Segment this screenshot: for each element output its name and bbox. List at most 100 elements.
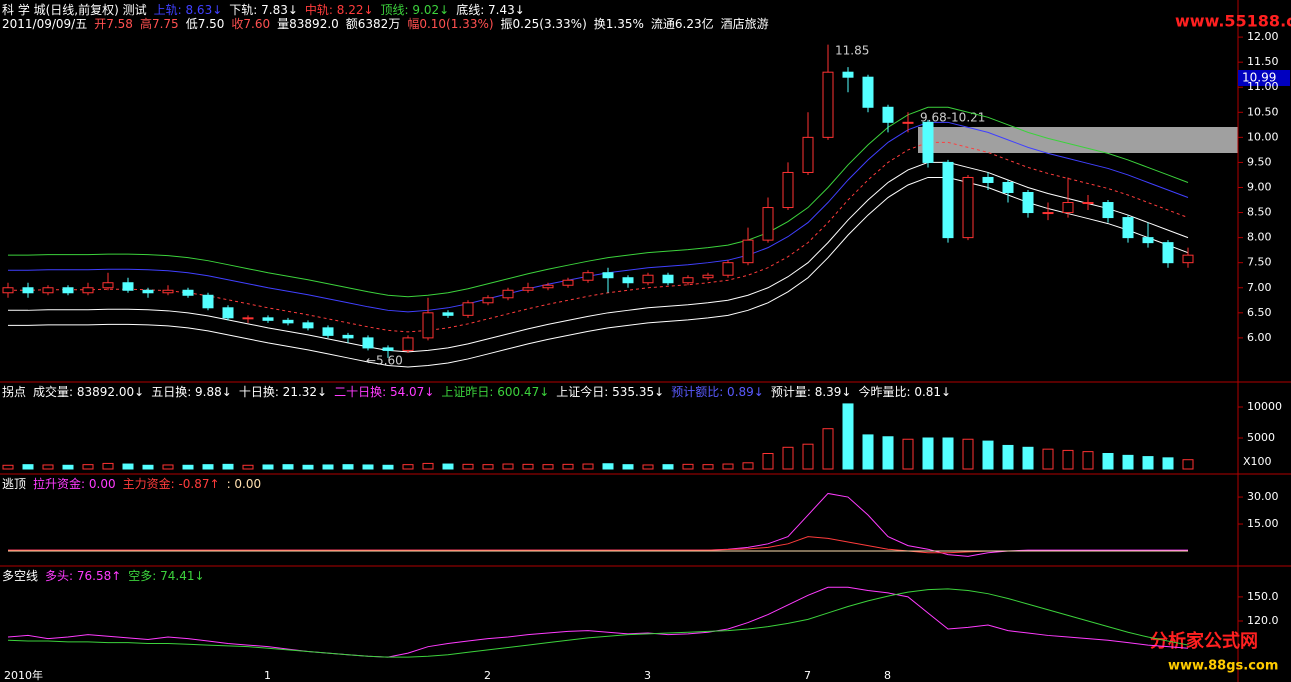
bar: [82, 464, 94, 470]
bar: [202, 464, 214, 470]
candle-body: [1122, 217, 1134, 239]
panel-header: 多空线 多头: 76.58↑ 空多: 74.41↓: [2, 569, 212, 583]
y-tick-label: 15.00: [1247, 517, 1279, 530]
annotation: 11.85: [835, 44, 869, 58]
bar: [482, 464, 494, 470]
title: 科 学 城(日线,前复权) 测试: [2, 3, 147, 17]
candle-body: [662, 274, 674, 284]
candle-body: [702, 274, 714, 279]
price-box: [1238, 70, 1290, 86]
y-tick-label: 9.50: [1247, 155, 1272, 168]
candle-body: [202, 294, 214, 309]
panel-title: 多空线: [2, 569, 39, 583]
candle-body: [882, 106, 894, 123]
bar: [262, 464, 274, 470]
line: [8, 176, 1189, 368]
legend-item: 多头: 76.58↑: [45, 569, 122, 583]
y-tick-label: 6.50: [1247, 306, 1272, 319]
candle-body: [502, 289, 514, 299]
unit-label: X100: [1243, 455, 1272, 468]
y-tick-label: 10.00: [1247, 130, 1279, 143]
header-line: 科 学 城(日线,前复权) 测试 上轨: 8.63↓ 下轨: 7.83↓ 中轨: 8.…: [2, 3, 532, 17]
candle-body: [442, 312, 454, 316]
bar: [242, 464, 254, 470]
bar: [462, 463, 474, 470]
watermark: www.55188.com: [1175, 12, 1291, 31]
legend-item: 今昨量比: 0.81↓: [858, 385, 952, 399]
bar: [1182, 459, 1194, 470]
candle-body: [342, 334, 354, 339]
panel-title: 拐点: [2, 385, 27, 399]
info-item: 高7.75: [139, 17, 179, 31]
bar: [622, 464, 634, 470]
info-item: 额6382万: [345, 17, 401, 31]
line: [8, 161, 1189, 353]
candle-body: [1042, 212, 1054, 215]
candle-body: [1002, 181, 1014, 194]
bar: [662, 464, 674, 470]
candle-body: [762, 207, 774, 241]
panel-header: 逃顶 拉升资金: 0.00 主力资金: -0.87↑: 0.00: [2, 477, 268, 491]
bar: [702, 464, 714, 470]
bar: [1122, 454, 1134, 470]
bar: [682, 463, 694, 470]
y-tick-label: 5000: [1247, 431, 1275, 444]
candle-body: [942, 161, 954, 239]
legend-item: 上证昨日: 600.47↓: [441, 385, 550, 399]
bar: [822, 428, 834, 470]
candle-body: [22, 287, 34, 294]
info-item: 振0.25(3.33%): [500, 17, 587, 31]
legend-item: : 0.00: [226, 477, 262, 491]
bar: [762, 453, 774, 470]
bar: [102, 462, 114, 470]
bar: [902, 438, 914, 470]
y-tick-label: 6.00: [1247, 331, 1272, 344]
candle-body: [1082, 202, 1094, 205]
bar: [222, 463, 234, 470]
legend-item: 预计量: 8.39↓: [770, 385, 852, 399]
bar: [502, 463, 514, 470]
legend-item: 顶线: 9.02↓: [380, 3, 450, 17]
candle-body: [1142, 237, 1154, 244]
candle-body: [922, 121, 934, 163]
candle-body: [322, 327, 334, 336]
bar: [602, 463, 614, 470]
candle-body: [122, 282, 134, 291]
bar: [942, 437, 954, 470]
watermark: www.88gs.com: [1168, 659, 1278, 674]
legend-item: 上轨: 8.63↓: [153, 3, 223, 17]
bar: [1042, 448, 1054, 470]
bar: [1082, 451, 1094, 470]
y-tick-label: 11.50: [1247, 55, 1279, 68]
x-tick-label: 7: [804, 669, 811, 682]
candle-body: [622, 277, 634, 284]
info-item: 2011/09/09/五: [2, 17, 88, 31]
legend-item: 下轨: 7.83↓: [229, 3, 298, 17]
candle-body: [362, 337, 374, 349]
line: [8, 121, 1189, 313]
bar: [342, 464, 354, 470]
bar: [182, 464, 194, 470]
bar: [642, 464, 654, 470]
price-label: 10.99: [1242, 71, 1276, 85]
y-tick-label: 7.50: [1247, 256, 1272, 269]
candle-body: [222, 307, 234, 319]
y-tick-label: 8.00: [1247, 231, 1272, 244]
bar: [2, 464, 14, 470]
info-item: 流通6.23亿: [650, 17, 714, 31]
bar: [1062, 449, 1074, 470]
line: [8, 106, 1189, 298]
candle-body: [1182, 254, 1194, 264]
bar: [282, 464, 294, 470]
bar: [1142, 456, 1154, 470]
candle-body: [82, 287, 94, 294]
bar: [1002, 444, 1014, 470]
candle-body: [782, 171, 794, 209]
candle-body: [682, 277, 694, 284]
x-tick-label: 8: [884, 669, 891, 682]
bar: [382, 464, 394, 470]
legend-item: 预计额比: 0.89↓: [671, 385, 764, 399]
bar: [982, 440, 994, 470]
y-tick-label: 120.0: [1247, 614, 1279, 627]
